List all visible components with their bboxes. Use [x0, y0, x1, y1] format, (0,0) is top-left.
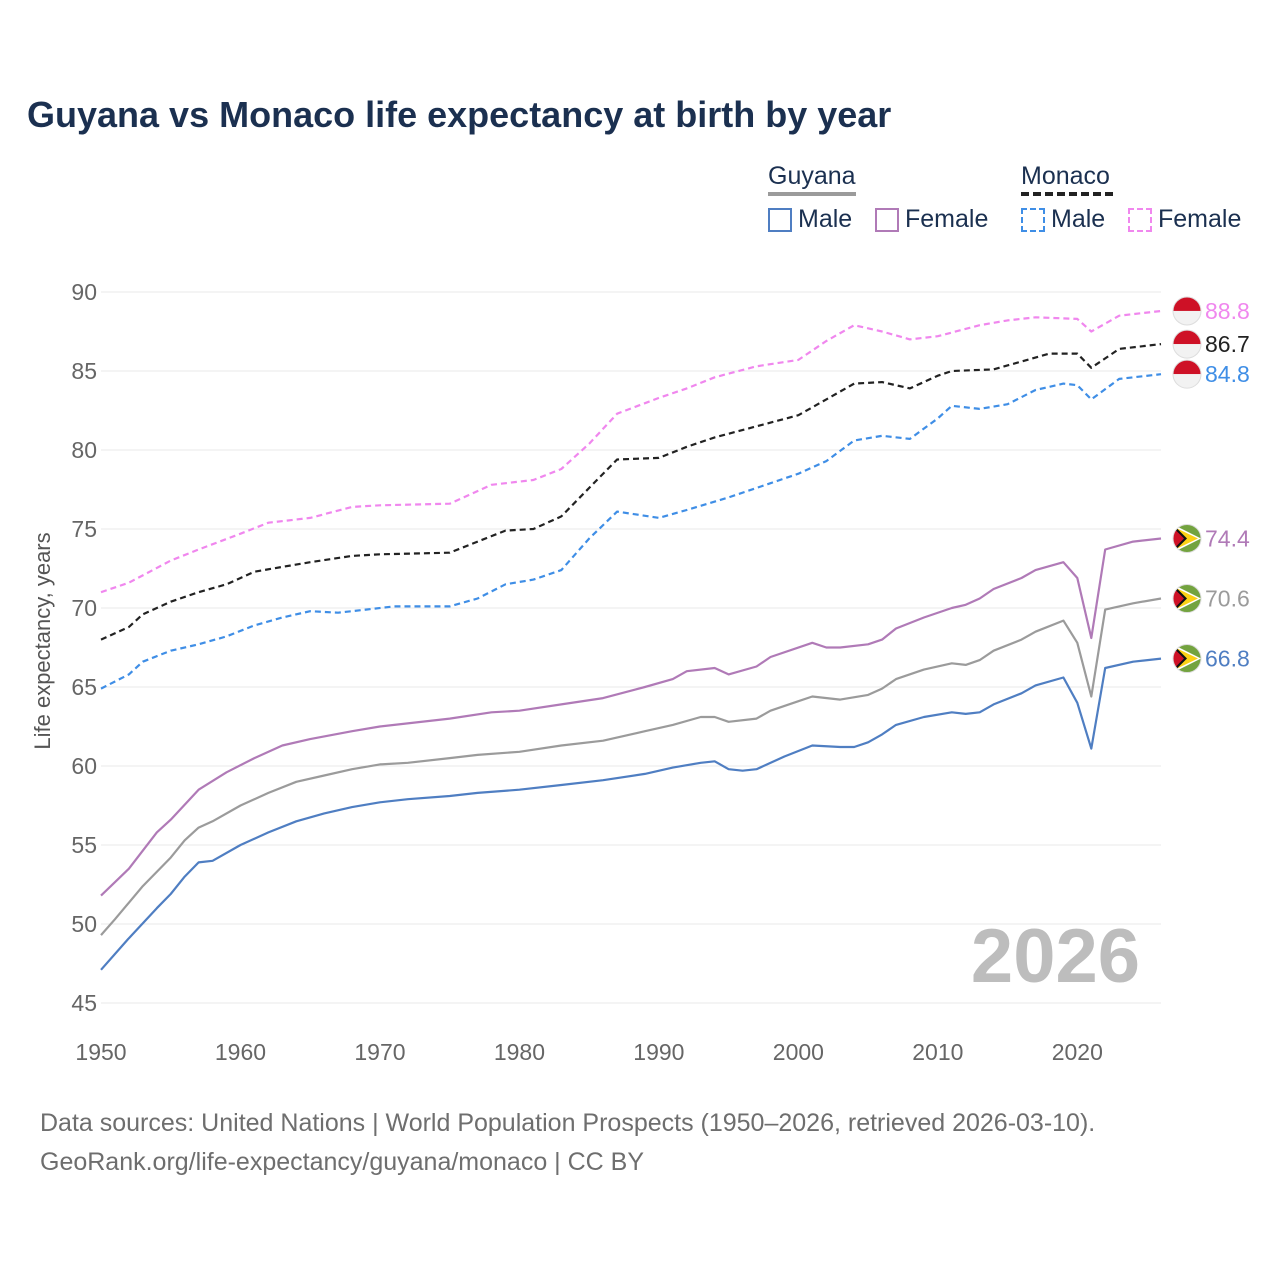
monaco-female-flag-icon: [1172, 296, 1202, 326]
source-line-2[interactable]: GeoRank.org/life-expectancy/guyana/monac…: [40, 1148, 645, 1176]
x-tick-1950: 1950: [75, 1039, 126, 1065]
series-line-guyana-female[interactable]: [100, 537, 1162, 897]
end-labels: 88.8 86.7 84.8 74.4 70.6 66.8: [1172, 296, 1250, 674]
y-tick-70: 70: [71, 595, 97, 621]
x-axis-ticks: 1950 1960 1970 1980 1990 2000 2010 2020: [75, 1039, 1102, 1065]
y-tick-75: 75: [71, 516, 97, 542]
x-tick-1990: 1990: [633, 1039, 684, 1065]
x-tick-1970: 1970: [354, 1039, 405, 1065]
x-tick-2000: 2000: [773, 1039, 824, 1065]
x-tick-1960: 1960: [215, 1039, 266, 1065]
y-tick-50: 50: [71, 911, 97, 937]
x-tick-2020: 2020: [1052, 1039, 1103, 1065]
source-line-1: Data sources: United Nations | World Pop…: [40, 1109, 1096, 1137]
end-label-guyana-both: 70.6: [1205, 586, 1250, 612]
end-label-guyana-male: 66.8: [1205, 646, 1250, 672]
series-line-guyana-male[interactable]: [100, 657, 1162, 971]
series-lines: [100, 309, 1162, 971]
series-line-guyana-both[interactable]: [100, 597, 1162, 936]
chart-title: Guyana vs Monaco life expectancy at birt…: [27, 94, 892, 135]
grid-lines: [101, 291, 1161, 1004]
series-line-monaco-both[interactable]: [100, 343, 1162, 641]
guyana-both-flag-icon: [1172, 584, 1202, 614]
y-tick-55: 55: [71, 832, 97, 858]
line-chart: 45 50 55 60 65 70 75 80 85 90 1950 1960 1970 1980 199…: [30, 279, 1250, 1065]
x-tick-1980: 1980: [494, 1039, 545, 1065]
monaco-male-flag-icon: [1172, 359, 1202, 389]
end-label-monaco-male: 84.8: [1205, 361, 1250, 387]
guyana-male-flag-icon: [1172, 644, 1202, 674]
data-source: Data sources: United Nations | World Pop…: [40, 1104, 1095, 1182]
y-tick-65: 65: [71, 674, 97, 700]
y-axis-label: Life expectancy, years: [30, 532, 55, 749]
y-tick-85: 85: [71, 358, 97, 384]
series-line-monaco-female[interactable]: [100, 309, 1162, 594]
y-tick-80: 80: [71, 437, 97, 463]
y-tick-45: 45: [71, 990, 97, 1016]
series-line-monaco-male[interactable]: [100, 373, 1162, 690]
guyana-female-flag-icon: [1172, 523, 1202, 553]
y-tick-60: 60: [71, 753, 97, 779]
year-annotation: 2026: [971, 914, 1140, 999]
x-tick-2010: 2010: [912, 1039, 963, 1065]
end-label-guyana-female: 74.4: [1205, 525, 1250, 551]
monaco-both-flag-icon: [1172, 329, 1202, 359]
y-axis-ticks: 45 50 55 60 65 70 75 80 85 90: [71, 279, 97, 1016]
end-label-monaco-female: 88.8: [1205, 298, 1250, 324]
end-label-monaco-both: 86.7: [1205, 331, 1250, 357]
y-tick-90: 90: [71, 279, 97, 305]
